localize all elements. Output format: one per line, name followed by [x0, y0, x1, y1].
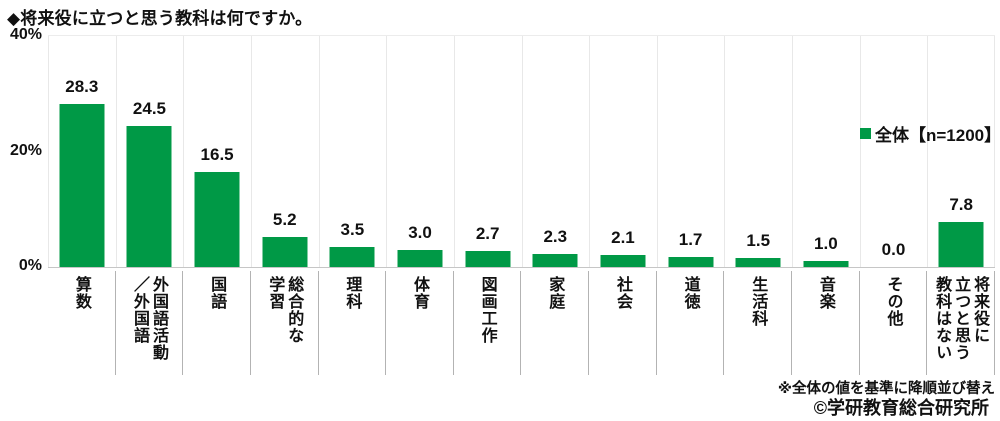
gridline [48, 36, 49, 267]
gridline [994, 36, 995, 267]
chart-category: 7.8 [927, 36, 995, 267]
bar-value-label: 3.5 [340, 220, 365, 239]
bar [59, 104, 105, 267]
bar-value-label: 3.0 [408, 223, 432, 242]
category-label: その他 [858, 271, 927, 375]
category-label: 家庭 [520, 271, 588, 375]
gridline [792, 36, 794, 267]
chart-category: 2.3 [521, 36, 589, 267]
category-label: 理科 [317, 271, 386, 375]
chart-category: 28.3 [48, 36, 116, 267]
category-label: 道徳 [655, 271, 724, 375]
bar [668, 257, 714, 267]
bar-value-label: 1.7 [678, 230, 703, 249]
category-label: 国語 [182, 271, 250, 375]
gridline [656, 36, 658, 267]
category-label: 将来役に 立つと思う 教科はない [926, 271, 995, 375]
bar [329, 247, 375, 267]
bar [735, 258, 781, 267]
gridline [318, 36, 320, 267]
bar-value-label: 16.5 [200, 145, 234, 164]
bar [194, 172, 240, 267]
bar-value-label: 1.5 [746, 231, 771, 250]
bar [262, 237, 308, 267]
chart-category: 0.0 [860, 36, 928, 267]
category-label: 音楽 [791, 271, 859, 375]
gridline [859, 36, 861, 267]
legend-swatch-icon [860, 128, 871, 139]
gridline [250, 36, 252, 267]
chart-category: 16.5 [183, 36, 251, 267]
category-label: 生活科 [723, 271, 791, 375]
gridline [589, 36, 591, 267]
y-axis-tick-20: 20% [9, 142, 42, 159]
bar-value-label: 24.5 [132, 99, 166, 118]
gridline [386, 36, 388, 267]
category-label: 社会 [588, 271, 656, 375]
chart-category: 1.0 [792, 36, 860, 267]
y-axis-tick-0: 0% [18, 257, 42, 274]
chart-category: 2.7 [454, 36, 522, 267]
bar [397, 250, 443, 267]
gridline [724, 36, 726, 267]
bar-value-label: 2.3 [543, 227, 568, 246]
chart-labels: 算数 外国語活動 ／外国語 国語 総合的な 学習 理科 体育 図画工作 家庭 社会 道徳 生活科 音楽… [48, 271, 995, 375]
category-label: 総合的な 学習 [249, 271, 318, 375]
bar-value-label: 0.0 [881, 240, 906, 259]
category-label: 算数 [72, 276, 90, 310]
bar-value-label: 2.7 [475, 224, 500, 243]
bar [465, 251, 511, 267]
chart-category: 24.5 [116, 36, 184, 267]
chart-categories: 28.3 24.5 16.5 5.2 3.5 3.0 2.7 2.3 2.1 1.7 1.5 1.0 0… [48, 36, 995, 267]
bar [600, 255, 646, 267]
bar-value-label: 5.2 [272, 210, 297, 229]
gridline [521, 36, 523, 267]
gridline [115, 36, 117, 267]
bar [803, 261, 849, 267]
legend-label: 全体【n=1200】 [875, 126, 1000, 145]
chart-category: 2.1 [589, 36, 657, 267]
chart-category: 1.5 [724, 36, 792, 267]
chart-title: ◆将来役に立つと思う教科は何ですか。 [7, 9, 313, 28]
bar [532, 254, 578, 267]
gridline [927, 36, 929, 267]
bar-value-label: 7.8 [949, 195, 973, 214]
chart-category: 3.5 [319, 36, 387, 267]
bar-value-label: 28.3 [65, 77, 99, 96]
category-label: 外国語活動 ／外国語 [114, 271, 183, 375]
chart-category: 1.7 [657, 36, 725, 267]
category-label: 図画工作 [452, 271, 521, 375]
bar-value-label: 1.0 [814, 234, 838, 253]
chart-category: 5.2 [251, 36, 319, 267]
legend: 全体【n=1200】 [860, 121, 1000, 146]
y-axis-tick-40: 40% [9, 26, 42, 43]
gridline [453, 36, 455, 267]
category-label: 体育 [385, 271, 453, 375]
bar-value-label: 2.1 [611, 228, 635, 247]
chart-category: 3.0 [386, 36, 454, 267]
bar [938, 222, 984, 267]
plot-area: 28.3 24.5 16.5 5.2 3.5 3.0 2.7 2.3 2.1 1.7 1.5 1.0 0… [48, 35, 1000, 268]
copyright-credit: ©学研教育総合研究所 [813, 398, 989, 418]
gridline [183, 36, 185, 267]
bar [126, 126, 172, 267]
sort-note: ※全体の値を基準に降順並び替え [777, 381, 995, 397]
